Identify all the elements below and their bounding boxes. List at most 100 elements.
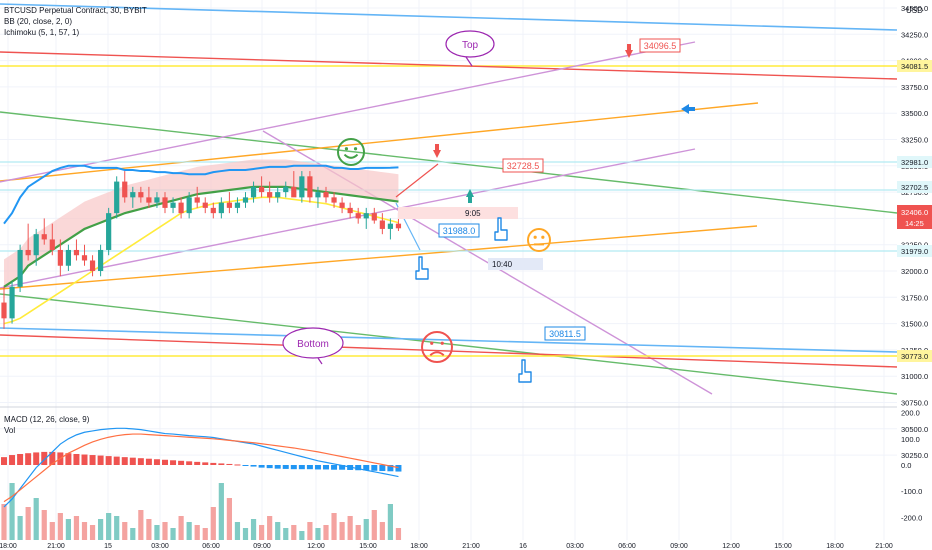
happy-face-icon[interactable] <box>337 138 365 166</box>
price-tag-32702-tag[interactable] <box>897 181 932 193</box>
top-callout-text: Top <box>462 40 479 51</box>
candle-body <box>395 223 402 229</box>
candle-body <box>122 181 128 198</box>
price-tag-30773-tag[interactable] <box>897 350 932 362</box>
price-tag-31979-tag[interactable] <box>897 245 932 257</box>
trend-lines[interactable] <box>0 3 898 395</box>
drawing-annotations[interactable]: Top Bottom 34096.5 32728.5 31988.0 30811.5 9:0… <box>282 30 695 383</box>
price-tag-32981-tag[interactable] <box>897 156 932 168</box>
violet-trend-top[interactable] <box>0 41 696 183</box>
label-32728-text: 32728.5 <box>507 161 540 171</box>
top-callout-bubble[interactable] <box>445 30 495 58</box>
volume-bar <box>218 483 224 540</box>
pointing-hand-icon[interactable] <box>415 256 429 280</box>
label-34096-box[interactable] <box>639 38 681 53</box>
macd-histogram-bar <box>17 453 24 465</box>
signal-line <box>3 433 399 503</box>
left-arrow-blue-shaft <box>689 107 695 111</box>
sad-face-icon[interactable] <box>421 331 453 363</box>
price-tag-34081-text: 34081.5 <box>901 62 928 71</box>
macd-histogram-bar <box>178 460 185 465</box>
orange-trend-lower[interactable] <box>0 225 758 290</box>
volume-bar <box>65 519 71 540</box>
volume-bar <box>81 522 88 540</box>
bb-legend[interactable]: BB (20, close, 2, 0) <box>4 17 72 26</box>
price-tag-34081-tag[interactable] <box>897 60 932 72</box>
price-tick-label: 33750.0 <box>901 83 928 92</box>
indicator-layer <box>3 159 399 325</box>
green-trend-lower[interactable] <box>0 293 898 395</box>
volume-bar <box>307 522 313 540</box>
left-arrow-blue-icon[interactable] <box>681 104 689 114</box>
price-tag-31979-text: 31979.0 <box>901 247 928 256</box>
volume-bar <box>242 528 249 540</box>
volume-bar <box>291 525 297 540</box>
label-30811-box[interactable] <box>544 326 586 341</box>
down-arrow-red-icon[interactable] <box>625 50 633 58</box>
price-tick-label: 30500.0 <box>901 425 928 434</box>
macd-histogram-bar <box>73 453 80 465</box>
candle-body <box>65 249 71 266</box>
macd-histogram-bar <box>323 465 329 470</box>
neutral-face-icon[interactable] <box>527 228 551 252</box>
volume-bar <box>162 522 168 540</box>
bull-projection-arrow[interactable] <box>395 163 439 198</box>
macd-histogram-bar <box>226 463 233 465</box>
volume-legend[interactable]: Vol <box>4 426 15 435</box>
pointing-hand-icon[interactable] <box>518 359 532 383</box>
candle-body <box>170 202 176 208</box>
macd-histogram-bar <box>89 455 96 465</box>
happy-face-icon-eye <box>353 147 358 151</box>
label-34096-text: 34096.5 <box>644 41 677 51</box>
time-range-box-905[interactable] <box>398 207 518 219</box>
macd-line <box>3 427 399 508</box>
macd-legend[interactable]: MACD (12, 26, close, 9) <box>4 415 90 424</box>
time-tick-label: 16 <box>519 543 527 550</box>
macd-tick-label: 200.0 <box>901 409 920 418</box>
pointing-hand-icon[interactable] <box>494 217 508 241</box>
macd-histogram-bar <box>258 465 265 468</box>
down-arrow-red-small-shaft <box>435 144 439 150</box>
candle-body <box>130 192 136 198</box>
down-arrow-red-small-icon[interactable] <box>433 150 441 158</box>
time-tick-label: 18:00 <box>410 543 428 550</box>
label-32728-box[interactable] <box>502 158 544 173</box>
blue-trend-top[interactable] <box>0 3 898 31</box>
volume-bar <box>33 498 39 540</box>
candle-body <box>146 197 152 203</box>
candle-body <box>98 249 104 271</box>
label-31988-box[interactable] <box>438 223 480 238</box>
ichimoku-legend[interactable]: Ichimoku (5, 1, 57, 1) <box>4 28 79 37</box>
macd-histogram-bar <box>49 451 56 465</box>
volume-bar <box>89 525 96 540</box>
red-trend-top[interactable] <box>0 51 898 80</box>
volume-bar <box>387 504 393 540</box>
blue-trend-lower[interactable] <box>0 327 898 353</box>
macd-histogram-bar <box>234 464 241 466</box>
bottom-callout-bubble[interactable] <box>282 327 344 359</box>
price-axis[interactable]: 34500.034250.034000.033750.033500.033250… <box>897 0 932 550</box>
red-trend-lower[interactable] <box>0 334 898 368</box>
volume-bar <box>138 510 144 540</box>
current-price-tag[interactable] <box>897 205 932 229</box>
up-arrow-green-icon[interactable] <box>466 189 474 197</box>
candle-body <box>267 192 273 198</box>
orange-trend-upper[interactable] <box>0 102 759 182</box>
price-tick-label: 33250.0 <box>901 136 928 145</box>
macd-histogram-bar <box>41 451 48 465</box>
price-tick-label: 31500.0 <box>901 320 928 329</box>
violet-trend-mid[interactable] <box>0 148 696 289</box>
volume-bar <box>347 516 353 540</box>
macd-tick-label: 100.0 <box>901 435 920 444</box>
volume-bar <box>186 522 192 540</box>
price-tick-label: 34500.0 <box>901 4 928 13</box>
macd-histogram-bar <box>379 465 386 472</box>
time-axis[interactable]: 18:00 21:00 15 03:00 06:00 09:00 12:00 15:00 18:… <box>0 540 932 550</box>
macd-histogram-bar <box>9 455 16 465</box>
candle-body <box>73 249 80 256</box>
macd-histogram-bar <box>314 465 321 470</box>
time-range-box-1040[interactable] <box>488 258 543 270</box>
volume-bar <box>259 525 265 540</box>
